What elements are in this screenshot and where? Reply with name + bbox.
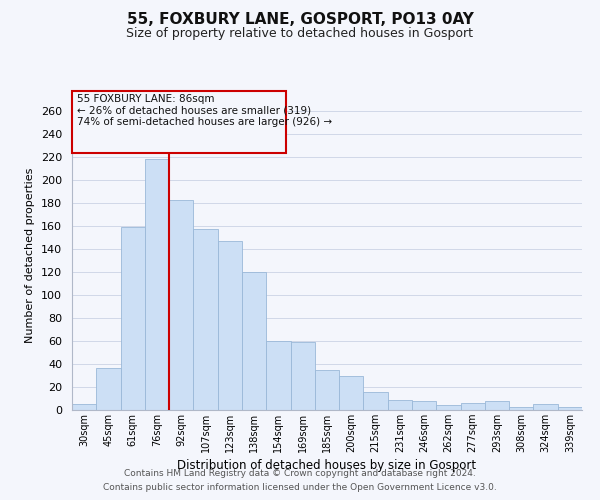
- Bar: [558, 406, 582, 410]
- Text: Contains public sector information licensed under the Open Government Licence v3: Contains public sector information licen…: [103, 484, 497, 492]
- Bar: [96, 368, 121, 410]
- Bar: [533, 404, 558, 410]
- Bar: [388, 400, 412, 410]
- Text: Size of property relative to detached houses in Gosport: Size of property relative to detached ho…: [127, 28, 473, 40]
- Y-axis label: Number of detached properties: Number of detached properties: [25, 168, 35, 342]
- Bar: [339, 376, 364, 410]
- Bar: [145, 158, 169, 410]
- Bar: [193, 228, 218, 410]
- X-axis label: Distribution of detached houses by size in Gosport: Distribution of detached houses by size …: [178, 459, 476, 472]
- Bar: [290, 342, 315, 410]
- Text: 55 FOXBURY LANE: 86sqm
← 26% of detached houses are smaller (319)
74% of semi-de: 55 FOXBURY LANE: 86sqm ← 26% of detached…: [77, 94, 332, 127]
- Text: Contains HM Land Registry data © Crown copyright and database right 2024.: Contains HM Land Registry data © Crown c…: [124, 468, 476, 477]
- Bar: [412, 401, 436, 410]
- Bar: [242, 272, 266, 410]
- Bar: [72, 404, 96, 410]
- Bar: [509, 406, 533, 410]
- Bar: [436, 406, 461, 410]
- Bar: [485, 401, 509, 410]
- Bar: [266, 341, 290, 410]
- Bar: [315, 370, 339, 410]
- Bar: [121, 228, 145, 410]
- FancyBboxPatch shape: [72, 90, 286, 152]
- Bar: [218, 241, 242, 410]
- Bar: [364, 392, 388, 410]
- Text: 55, FOXBURY LANE, GOSPORT, PO13 0AY: 55, FOXBURY LANE, GOSPORT, PO13 0AY: [127, 12, 473, 28]
- Bar: [461, 403, 485, 410]
- Bar: [169, 200, 193, 410]
